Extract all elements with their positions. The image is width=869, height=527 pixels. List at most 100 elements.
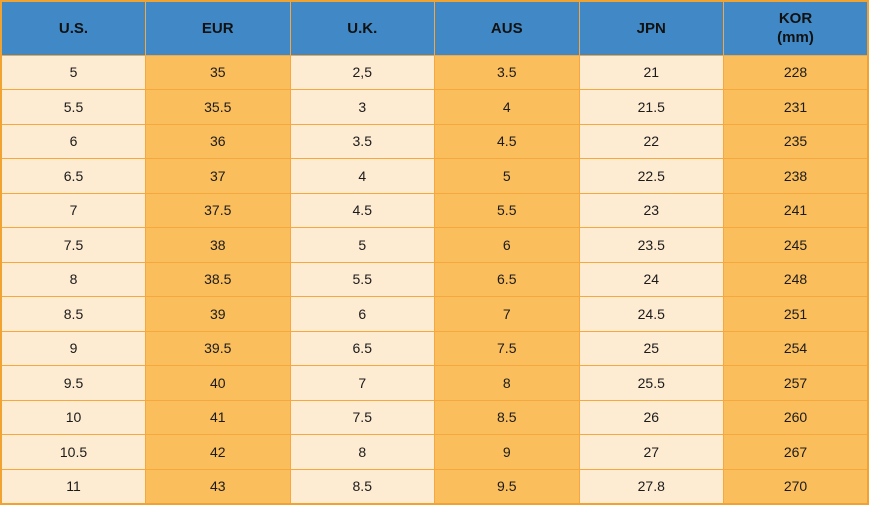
cell-us: 10.5 [0, 434, 146, 470]
cell-eur: 38.5 [145, 261, 291, 297]
cell-jpn: 22 [578, 123, 724, 159]
table-body: 5 35 2,5 3.5 21 228 5.5 35.5 3 4 21.5 231 6 36 3.5 4.5 2… [0, 54, 869, 504]
table-row: 11 43 8.5 9.5 27.8 270 [0, 468, 869, 504]
cell-eur: 36 [145, 123, 291, 159]
cell-uk: 5.5 [289, 261, 435, 297]
cell-kor-mm: 235 [723, 123, 869, 159]
cell-uk: 6 [289, 296, 435, 332]
table-row: 6 36 3.5 4.5 22 235 [0, 123, 869, 159]
cell-kor-mm: 248 [723, 261, 869, 297]
column-header-uk: U.K. [289, 0, 435, 56]
cell-uk: 8.5 [289, 468, 435, 504]
cell-eur: 39 [145, 296, 291, 332]
cell-uk: 2,5 [289, 54, 435, 90]
cell-kor-mm: 267 [723, 434, 869, 470]
cell-jpn: 25.5 [578, 365, 724, 401]
cell-jpn: 23.5 [578, 227, 724, 263]
cell-us: 7 [0, 192, 146, 228]
cell-eur: 41 [145, 399, 291, 435]
cell-uk: 7 [289, 365, 435, 401]
cell-jpn: 21.5 [578, 89, 724, 125]
cell-uk: 6.5 [289, 330, 435, 366]
cell-us: 5.5 [0, 89, 146, 125]
cell-us: 7.5 [0, 227, 146, 263]
cell-aus: 4.5 [434, 123, 580, 159]
cell-jpn: 23 [578, 192, 724, 228]
cell-eur: 37.5 [145, 192, 291, 228]
cell-jpn: 24.5 [578, 296, 724, 332]
cell-eur: 35.5 [145, 89, 291, 125]
cell-kor-mm: 245 [723, 227, 869, 263]
cell-us: 11 [0, 468, 146, 504]
cell-eur: 42 [145, 434, 291, 470]
cell-eur: 43 [145, 468, 291, 504]
cell-aus: 5 [434, 158, 580, 194]
cell-aus: 9.5 [434, 468, 580, 504]
cell-kor-mm: 260 [723, 399, 869, 435]
cell-us: 9 [0, 330, 146, 366]
cell-us: 6 [0, 123, 146, 159]
cell-jpn: 25 [578, 330, 724, 366]
cell-aus: 3.5 [434, 54, 580, 90]
table-row: 8 38.5 5.5 6.5 24 248 [0, 261, 869, 297]
cell-us: 10 [0, 399, 146, 435]
cell-uk: 4.5 [289, 192, 435, 228]
table-header-row: U.S. EUR U.K. AUS JPN KOR (mm) [0, 0, 869, 56]
cell-uk: 3.5 [289, 123, 435, 159]
cell-jpn: 21 [578, 54, 724, 90]
cell-us: 8.5 [0, 296, 146, 332]
cell-jpn: 27.8 [578, 468, 724, 504]
cell-uk: 7.5 [289, 399, 435, 435]
cell-us: 5 [0, 54, 146, 90]
column-header-aus: AUS [434, 0, 580, 56]
table-row: 8.5 39 6 7 24.5 251 [0, 296, 869, 332]
cell-uk: 4 [289, 158, 435, 194]
cell-eur: 38 [145, 227, 291, 263]
cell-uk: 5 [289, 227, 435, 263]
cell-aus: 6 [434, 227, 580, 263]
table-row: 5.5 35.5 3 4 21.5 231 [0, 89, 869, 125]
cell-us: 8 [0, 261, 146, 297]
table-row: 10 41 7.5 8.5 26 260 [0, 399, 869, 435]
cell-aus: 8.5 [434, 399, 580, 435]
cell-eur: 40 [145, 365, 291, 401]
table-row: 9.5 40 7 8 25.5 257 [0, 365, 869, 401]
cell-uk: 8 [289, 434, 435, 470]
cell-aus: 6.5 [434, 261, 580, 297]
table-row: 7 37.5 4.5 5.5 23 241 [0, 192, 869, 228]
column-header-jpn: JPN [578, 0, 724, 56]
cell-us: 9.5 [0, 365, 146, 401]
cell-eur: 35 [145, 54, 291, 90]
cell-kor-mm: 270 [723, 468, 869, 504]
column-header-kor-mm: KOR (mm) [723, 0, 869, 56]
cell-kor-mm: 251 [723, 296, 869, 332]
table-row: 10.5 42 8 9 27 267 [0, 434, 869, 470]
column-header-eur: EUR [145, 0, 291, 56]
table-row: 7.5 38 5 6 23.5 245 [0, 227, 869, 263]
cell-eur: 39.5 [145, 330, 291, 366]
cell-kor-mm: 238 [723, 158, 869, 194]
cell-kor-mm: 231 [723, 89, 869, 125]
cell-jpn: 27 [578, 434, 724, 470]
cell-uk: 3 [289, 89, 435, 125]
cell-kor-mm: 254 [723, 330, 869, 366]
cell-eur: 37 [145, 158, 291, 194]
cell-kor-mm: 228 [723, 54, 869, 90]
cell-kor-mm: 257 [723, 365, 869, 401]
cell-jpn: 22.5 [578, 158, 724, 194]
cell-aus: 7.5 [434, 330, 580, 366]
cell-jpn: 26 [578, 399, 724, 435]
table-row: 6.5 37 4 5 22.5 238 [0, 158, 869, 194]
cell-jpn: 24 [578, 261, 724, 297]
cell-aus: 4 [434, 89, 580, 125]
cell-aus: 7 [434, 296, 580, 332]
shoe-size-conversion-table: U.S. EUR U.K. AUS JPN KOR (mm) 5 35 2,5 3.5… [0, 0, 869, 505]
cell-aus: 9 [434, 434, 580, 470]
cell-aus: 8 [434, 365, 580, 401]
cell-aus: 5.5 [434, 192, 580, 228]
column-header-us: U.S. [0, 0, 146, 56]
cell-us: 6.5 [0, 158, 146, 194]
table-row: 9 39.5 6.5 7.5 25 254 [0, 330, 869, 366]
cell-kor-mm: 241 [723, 192, 869, 228]
table-row: 5 35 2,5 3.5 21 228 [0, 54, 869, 90]
